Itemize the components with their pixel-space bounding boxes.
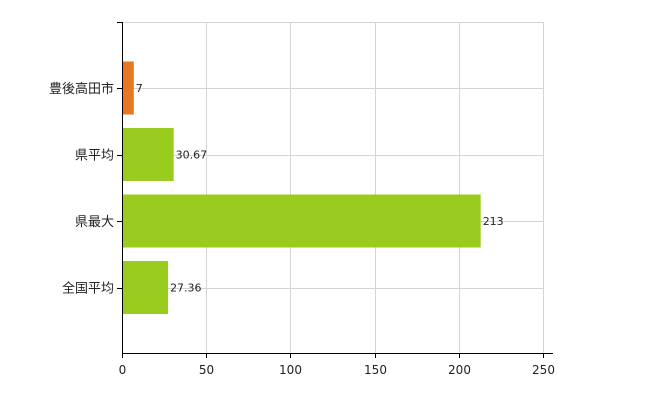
bar [122, 128, 174, 181]
category-label: 県平均 [75, 149, 114, 164]
labels: 0 50 100 150 200 250 豊後高田市 7 県平均 30.67 県最大 213 全国平均 2… [49, 81, 555, 377]
x-tick-label: 150 [364, 363, 387, 377]
x-tick-label: 100 [279, 363, 302, 377]
x-tick-label: 0 [119, 363, 127, 377]
category-label: 県最大 [75, 215, 114, 230]
data-label: 30.67 [176, 149, 208, 162]
data-label: 213 [483, 215, 504, 228]
category-label: 豊後高田市 [49, 81, 114, 97]
x-tick-label: 250 [532, 363, 555, 377]
axes [117, 22, 553, 358]
x-tick-label: 50 [199, 363, 214, 377]
x-tick-label: 200 [448, 363, 471, 377]
data-label: 7 [136, 82, 143, 95]
bar [122, 194, 481, 248]
bar [122, 61, 134, 115]
grid-lines [117, 22, 544, 353]
bar [122, 261, 169, 314]
category-label: 全国平均 [62, 281, 114, 297]
data-label: 27.36 [170, 282, 202, 295]
bars [122, 61, 481, 314]
